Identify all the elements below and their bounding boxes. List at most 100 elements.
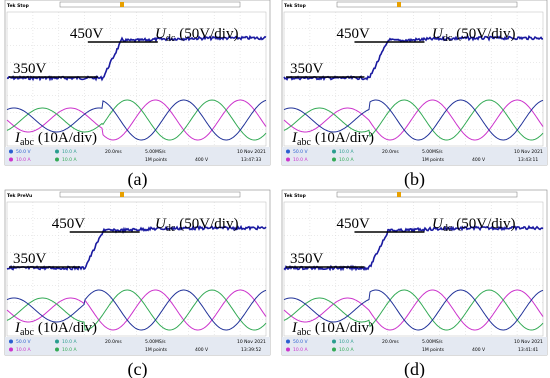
channel-dot	[286, 149, 290, 154]
high-label: 450V	[336, 216, 370, 232]
timebase: 20.0ms	[105, 339, 122, 345]
current-trace	[6, 99, 267, 141]
scope-panel: Tek Stop 450V 350V Udc (50V/div) Iabc (10A/div…	[281, 0, 548, 166]
low-label: 350V	[13, 251, 47, 267]
scope-status: Tek Stop	[284, 193, 307, 199]
channel-dot	[55, 149, 59, 154]
scope-panel: Tek PreVu 450V 350V Udc (50V/div) Iabc (10A/di…	[4, 189, 271, 356]
record-bar	[59, 191, 241, 198]
channel-scale: 50.0 V	[293, 339, 308, 345]
trigger: 400 V	[472, 347, 486, 353]
scale: (50V/div)	[179, 216, 238, 232]
high-label: 450V	[70, 26, 104, 42]
points: 1M points	[145, 157, 168, 163]
channel-scale: 10.0 A	[293, 157, 308, 163]
scale: (10A/div)	[38, 130, 97, 146]
scale: (10A/div)	[38, 320, 97, 336]
scope-status: Tek Stop	[7, 3, 30, 9]
high-label: 450V	[52, 216, 85, 232]
symbol: I	[14, 130, 21, 146]
time: 13:39:52	[241, 347, 261, 353]
channel-scale: 10.0 A	[16, 157, 31, 163]
record-window	[397, 2, 401, 7]
record-window	[120, 2, 124, 7]
trace-label: Iabc (10A/div)	[291, 320, 374, 338]
timebase: 20.0ms	[105, 149, 122, 155]
scale: (50V/div)	[456, 26, 515, 42]
scale: (10A/div)	[315, 130, 374, 146]
channel-dot	[286, 347, 290, 352]
rate: 5.00MS/s	[145, 339, 166, 345]
record-window	[397, 192, 401, 197]
date: 10 Nov 2021	[237, 339, 266, 345]
low-label: 350V	[13, 61, 47, 77]
channel-scale: 10.0 A	[339, 157, 354, 163]
high-label: 450V	[336, 26, 370, 42]
current-trace	[6, 289, 267, 331]
record-bar	[336, 1, 518, 8]
trigger: 400 V	[472, 157, 486, 163]
symbol: I	[14, 320, 21, 336]
rate: 5.00MS/s	[422, 149, 443, 155]
current-trace	[6, 289, 267, 331]
time: 13:43:11	[518, 157, 538, 163]
channel-scale: 10.0 A	[16, 347, 31, 353]
channel-scale: 10.0 A	[293, 347, 308, 353]
date: 10 Nov 2021	[514, 339, 543, 345]
channel-scale: 10.0 A	[62, 339, 77, 345]
timebase: 20.0ms	[382, 149, 399, 155]
channel-dot	[55, 347, 59, 352]
scale: (50V/div)	[456, 216, 515, 232]
trace-label: Udc (50V/div)	[432, 26, 515, 44]
subscript: dc	[166, 223, 176, 234]
scale: (50V/div)	[179, 26, 238, 42]
voltage-trace	[6, 34, 267, 82]
timebase: 20.0ms	[382, 339, 399, 345]
trace-label: Iabc (10A/div)	[14, 320, 97, 338]
channel-dot	[9, 347, 13, 352]
status-bar	[5, 147, 270, 165]
scope-status: Tek PreVu	[7, 193, 32, 199]
trigger: 400 V	[195, 157, 209, 163]
subscript: dc	[166, 33, 176, 44]
symbol: I	[291, 130, 298, 146]
channel-scale: 10.0 A	[339, 149, 354, 155]
channel-dot	[9, 339, 13, 344]
subscript: abc	[297, 137, 311, 148]
points: 1M points	[422, 157, 445, 163]
caption: (c)	[128, 359, 148, 378]
channel-dot	[55, 339, 59, 344]
scope-panel: Tek Stop 450V 350V Udc (50V/div) Iabc (10A/div…	[4, 0, 271, 166]
trace-label: Iabc (10A/div)	[291, 130, 374, 148]
trace-label: Udc (50V/div)	[155, 216, 238, 234]
channel-scale: 10.0 A	[62, 157, 77, 163]
status-bar	[282, 337, 547, 355]
rate: 5.00MS/s	[145, 149, 166, 155]
current-trace	[6, 99, 267, 141]
voltage-trace	[283, 224, 544, 272]
subscript: dc	[443, 223, 453, 234]
channel-scale: 10.0 A	[339, 339, 354, 345]
points: 1M points	[422, 347, 445, 353]
channel-scale: 50.0 V	[16, 149, 31, 155]
time: 13:47:33	[241, 157, 261, 163]
date: 10 Nov 2021	[514, 149, 543, 155]
symbol: U	[155, 216, 167, 232]
record-window	[120, 192, 124, 197]
time: 13:41:41	[518, 347, 538, 353]
current-trace	[283, 99, 544, 141]
record-bar	[336, 191, 518, 198]
current-trace	[283, 99, 544, 141]
trigger: 400 V	[195, 347, 209, 353]
rate: 5.00MS/s	[422, 339, 443, 345]
trace-label: Udc (50V/div)	[155, 26, 238, 44]
symbol: U	[432, 216, 444, 232]
current-trace	[283, 289, 544, 331]
record-bar	[59, 1, 241, 8]
scope-status: Tek Stop	[284, 3, 307, 9]
channel-dot	[286, 157, 290, 162]
current-trace	[6, 99, 267, 141]
channel-scale: 50.0 V	[16, 339, 31, 345]
trace-label: Udc (50V/div)	[432, 216, 515, 234]
